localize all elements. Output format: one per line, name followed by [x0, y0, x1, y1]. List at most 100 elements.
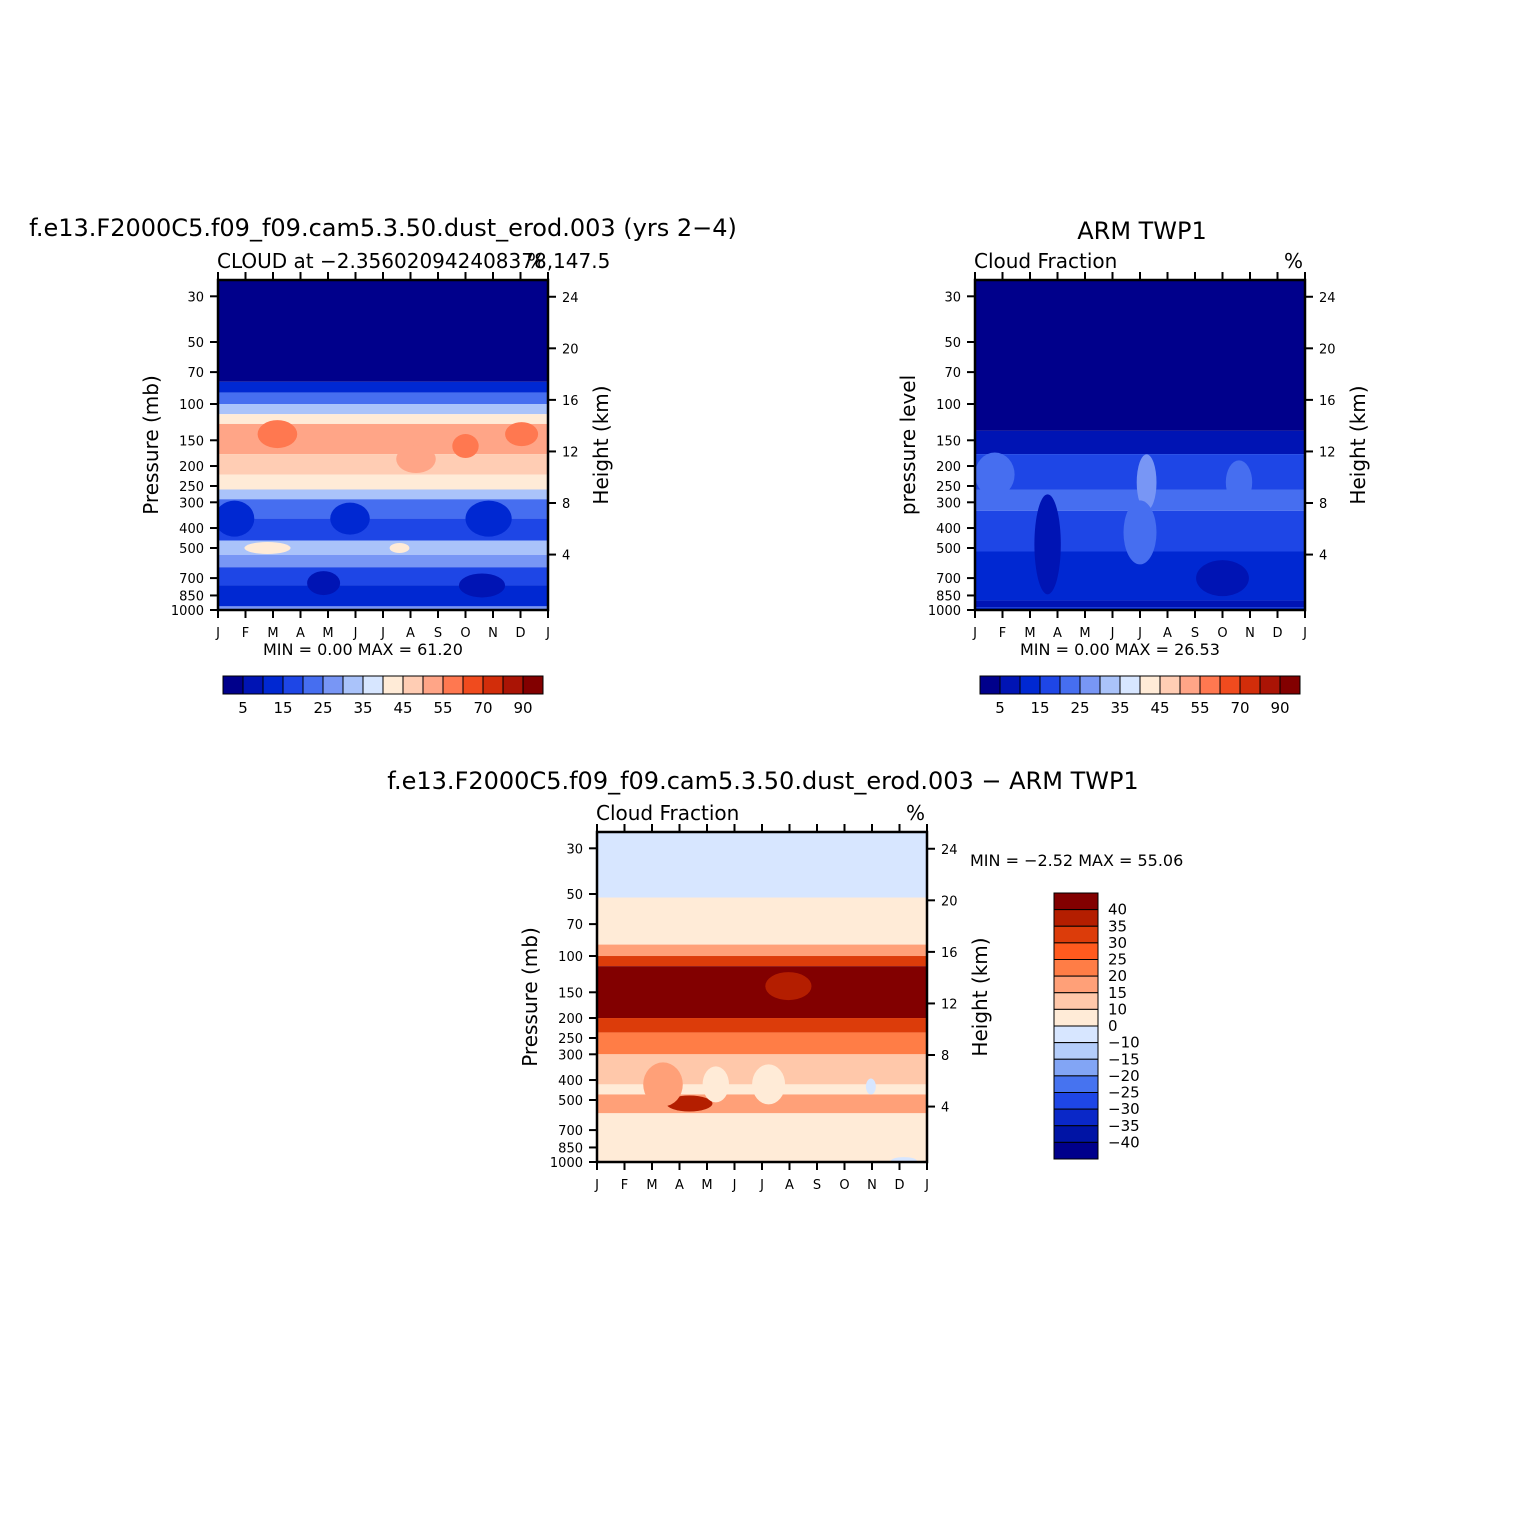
contour-band [597, 944, 927, 957]
x-tick-label: A [785, 1178, 794, 1193]
panel-title: f.e13.F2000C5.f09_f09.cam5.3.50.dust_ero… [29, 214, 737, 242]
panel-2: ARM TWP1 Cloud Fraction % J F M A M J J A S O N D J 30 50… [896, 217, 1370, 717]
contour-band [218, 454, 548, 475]
y-tick-label: 1000 [171, 604, 204, 619]
colorbar-swatch [402, 675, 424, 695]
y-right-tick-label: 24 [941, 843, 958, 858]
x-tick-label: O [460, 626, 470, 641]
colorbar-label: 35 [1108, 917, 1127, 935]
colorbar-label: 70 [473, 699, 492, 717]
y-tick-label: 300 [936, 496, 961, 511]
colorbar-label: 10 [1108, 1000, 1127, 1018]
colorbar-swatch [262, 675, 284, 695]
colorbar-swatch [1019, 675, 1041, 695]
x-tick-label: J [353, 626, 358, 641]
x-tick-label: J [545, 626, 550, 641]
colorbar-swatch [462, 675, 484, 695]
y-right-axis-label: Height (km) [1346, 385, 1370, 504]
x-tick-label: J [924, 1178, 929, 1193]
contour-band [597, 1032, 927, 1055]
contour-band [218, 554, 548, 568]
contour-region [1196, 560, 1249, 597]
contour-band [218, 404, 548, 415]
y-tick-label: 1000 [928, 604, 961, 619]
panel-1: f.e13.F2000C5.f09_f09.cam5.3.50.dust_ero… [29, 214, 737, 717]
colorbar-swatch [1053, 942, 1099, 960]
y-tick-label: 30 [187, 290, 204, 305]
colorbar-label: 45 [393, 699, 412, 717]
colorbar-label: 25 [313, 699, 332, 717]
x-tick-label: A [1163, 626, 1172, 641]
y-tick-label: 400 [558, 1074, 583, 1089]
colorbar-swatch [482, 675, 504, 695]
colorbar-swatch [1139, 675, 1161, 695]
x-tick-label: A [296, 626, 305, 641]
contour-band [218, 414, 548, 424]
colorbar-swatch [1219, 675, 1241, 695]
colorbar-swatch [1053, 892, 1099, 911]
x-tick-label: F [999, 626, 1006, 641]
colorbar-label: −10 [1108, 1034, 1140, 1052]
x-tick-label: S [1191, 626, 1199, 641]
colorbar-label: 0 [1108, 1017, 1118, 1035]
contour-band [218, 606, 548, 610]
y-tick-label: 250 [558, 1032, 583, 1047]
contour-region [666, 1095, 713, 1112]
x-tick-label: J [594, 1178, 599, 1193]
y-tick-label: 100 [558, 950, 583, 965]
y-tick-label: 250 [179, 480, 204, 495]
y-tick-label: 150 [179, 434, 204, 449]
colorbar-swatch [1159, 675, 1181, 695]
y-tick-label: 700 [179, 572, 204, 587]
y-right-tick-label: 12 [562, 445, 579, 460]
units-label: % [527, 249, 546, 273]
y-tick-label: 100 [179, 398, 204, 413]
contour-band [218, 518, 548, 541]
contour-band [218, 280, 548, 382]
y-right-tick-label: 24 [1319, 291, 1336, 306]
x-tick-label: N [867, 1178, 877, 1193]
colorbar-swatch [1039, 675, 1061, 695]
panel-subtitle: Cloud Fraction [596, 801, 739, 825]
y-tick-label: 30 [566, 842, 583, 857]
x-tick-label: J [1110, 626, 1115, 641]
colorbar-swatch [1053, 975, 1099, 994]
x-tick-label: F [242, 626, 249, 641]
colorbar-swatch [1259, 675, 1281, 695]
colorbar-swatch [422, 675, 444, 695]
x-tick-label: M [646, 1178, 657, 1193]
colorbar-label: 25 [1070, 699, 1089, 717]
x-tick-label: O [839, 1178, 849, 1193]
colorbar-swatch [1199, 675, 1221, 695]
x-tick-label: D [1272, 626, 1282, 641]
colorbar-swatch [1079, 675, 1101, 695]
contour-region [389, 542, 410, 553]
colorbar-swatch [362, 675, 384, 695]
colorbar-label: 70 [1230, 699, 1249, 717]
y-right-tick-label: 8 [1319, 497, 1327, 512]
y-tick-label: 400 [936, 522, 961, 537]
colorbar-swatch [1053, 1125, 1099, 1143]
contour-region [1136, 454, 1157, 511]
colorbar-label: 55 [433, 699, 452, 717]
contour-region [307, 571, 341, 596]
panel-title: f.e13.F2000C5.f09_f09.cam5.3.50.dust_ero… [387, 767, 1138, 795]
contour-region [752, 1064, 786, 1105]
x-tick-label: J [1137, 626, 1142, 641]
x-tick-label: A [406, 626, 415, 641]
x-tick-label: M [1079, 626, 1090, 641]
contour-field [597, 832, 927, 1162]
colorbar-swatch [1053, 959, 1099, 977]
colorbar-label: −20 [1108, 1067, 1140, 1085]
colorbar-label: 25 [1108, 951, 1127, 969]
contour-band [975, 600, 1305, 608]
contour-region [1225, 460, 1253, 505]
x-tick-label: J [1302, 626, 1307, 641]
contour-region [765, 972, 812, 1001]
x-tick-label: J [972, 626, 977, 641]
contour-band [597, 897, 927, 945]
colorbar-label: 55 [1190, 699, 1209, 717]
contour-region [330, 502, 370, 535]
x-tick-label: D [515, 626, 525, 641]
